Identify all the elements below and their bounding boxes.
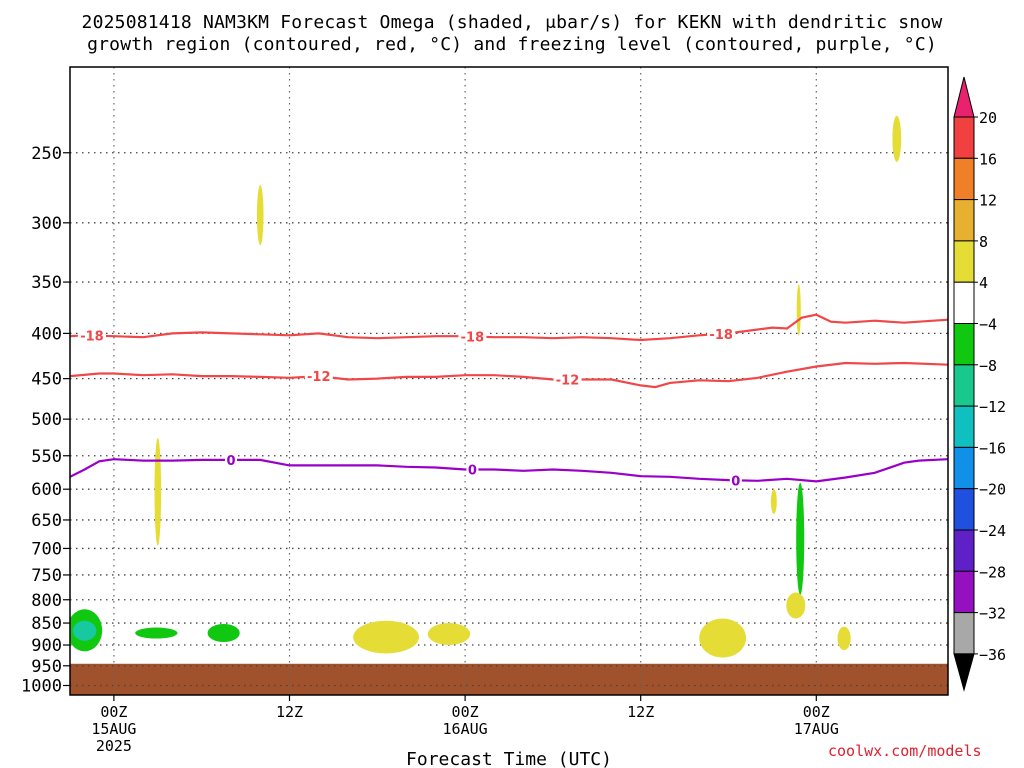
contour-line (70, 458, 948, 483)
y-tick-label: 650 (31, 511, 62, 531)
y-tick-label: 600 (31, 480, 62, 500)
omega-shaded-region (72, 620, 97, 641)
y-tick-label: 300 (31, 214, 62, 234)
omega-shaded-region (699, 618, 747, 658)
omega-shaded-region (796, 482, 805, 595)
contour-label: -12 (307, 370, 331, 385)
omega-shaded-region (154, 437, 162, 546)
y-tick-label: 850 (31, 614, 62, 634)
contour-label-bg (466, 462, 479, 477)
contour-label-bg (707, 326, 736, 341)
y-tick-label: 250 (31, 144, 62, 164)
colorbar-segment (953, 488, 975, 531)
colorbar-segment (953, 364, 975, 407)
colorbar-segment (953, 323, 975, 366)
contour-label: -18 (461, 330, 485, 345)
colorbar-label: 16 (979, 150, 997, 168)
contour-label: -18 (80, 330, 104, 345)
colorbar-segment (953, 446, 975, 490)
colorbar-segment (953, 281, 975, 325)
colorbar-bottom-arrow (953, 653, 975, 692)
omega-shaded-region (786, 592, 806, 619)
contour-label-bg (729, 473, 742, 488)
colorbar-top-arrow (953, 76, 975, 118)
y-tick-label: 950 (31, 657, 62, 677)
colorbar-label: −20 (979, 481, 1006, 499)
y-tick-label: 500 (31, 410, 62, 430)
y-tick-label: 800 (31, 591, 62, 611)
x-axis-label: Forecast Time (UTC) (406, 749, 612, 768)
omega-shaded-region (135, 627, 178, 639)
colorbar-label: −12 (979, 398, 1006, 416)
y-tick-label: 700 (31, 539, 62, 559)
colorbar-segment (953, 612, 975, 655)
x-tick-date-label: 2025 (96, 737, 132, 755)
omega-shaded-region (837, 626, 851, 651)
contour-label: 0 (731, 474, 740, 489)
contour-line (70, 313, 948, 342)
colorbar-segment (953, 570, 975, 614)
contour-label: -18 (709, 328, 733, 343)
colorbar-label: −24 (979, 522, 1006, 540)
colorbar-label: −36 (979, 646, 1006, 664)
x-tick-label: 00Z (803, 703, 830, 721)
contour-label: -12 (556, 373, 580, 388)
y-tick-label: 400 (31, 324, 62, 344)
colorbar-segment (953, 116, 975, 159)
contour-label-bg (77, 328, 106, 343)
y-tick-label: 450 (31, 370, 62, 390)
colorbar-segment (953, 240, 975, 283)
y-tick-label: 550 (31, 447, 62, 467)
colorbar-label: −8 (979, 357, 997, 375)
contour-label: 0 (226, 454, 235, 469)
y-tick-label: 350 (31, 273, 62, 293)
omega-shaded-region (892, 115, 902, 162)
colorbar-label: 20 (979, 109, 997, 127)
colorbar-label: −28 (979, 563, 1006, 581)
y-tick-label: 900 (31, 636, 62, 656)
contour-label-bg (458, 329, 487, 344)
chart-title-line1: 2025081418 NAM3KM Forecast Omega (shaded… (81, 12, 943, 33)
chart-title-line2: growth region (contoured, red, °C) and f… (87, 34, 937, 55)
colorbar-segment (953, 405, 975, 448)
x-tick-date-label: 16AUG (443, 720, 488, 738)
omega-shaded-region (256, 185, 264, 246)
contour-label-bg (224, 452, 237, 467)
x-tick-label: 12Z (276, 703, 303, 721)
omega-shaded-region (796, 284, 801, 336)
colorbar-label: 4 (979, 274, 988, 292)
x-tick-label: 00Z (452, 703, 479, 721)
colorbar-label: −4 (979, 316, 997, 334)
colorbar-label: −32 (979, 605, 1006, 623)
colorbar-label: 8 (979, 233, 988, 251)
watermark: coolwx.com/models (828, 742, 982, 760)
y-tick-label: 750 (31, 566, 62, 586)
x-tick-date-label: 17AUG (794, 720, 839, 738)
omega-shaded-region (207, 623, 240, 643)
y-tick-label: 1000 (21, 677, 62, 697)
omega-shaded-region (770, 489, 777, 515)
plot-frame (69, 66, 949, 696)
colorbar-segment (953, 157, 975, 201)
omega-shaded-region (427, 623, 471, 646)
x-tick-label: 12Z (627, 703, 654, 721)
omega-shaded-region (353, 620, 420, 654)
contour-line (70, 361, 948, 389)
contour-label-bg (553, 372, 582, 387)
colorbar-segment (953, 199, 975, 242)
contour-label-bg (304, 369, 333, 384)
ground-surface (70, 663, 948, 695)
colorbar-segment (953, 529, 975, 572)
contour-label: 0 (468, 463, 477, 478)
x-tick-date-label: 15AUG (91, 720, 136, 738)
colorbar-label: 12 (979, 192, 997, 210)
x-tick-label: 00Z (100, 703, 127, 721)
colorbar-label: −16 (979, 439, 1006, 457)
